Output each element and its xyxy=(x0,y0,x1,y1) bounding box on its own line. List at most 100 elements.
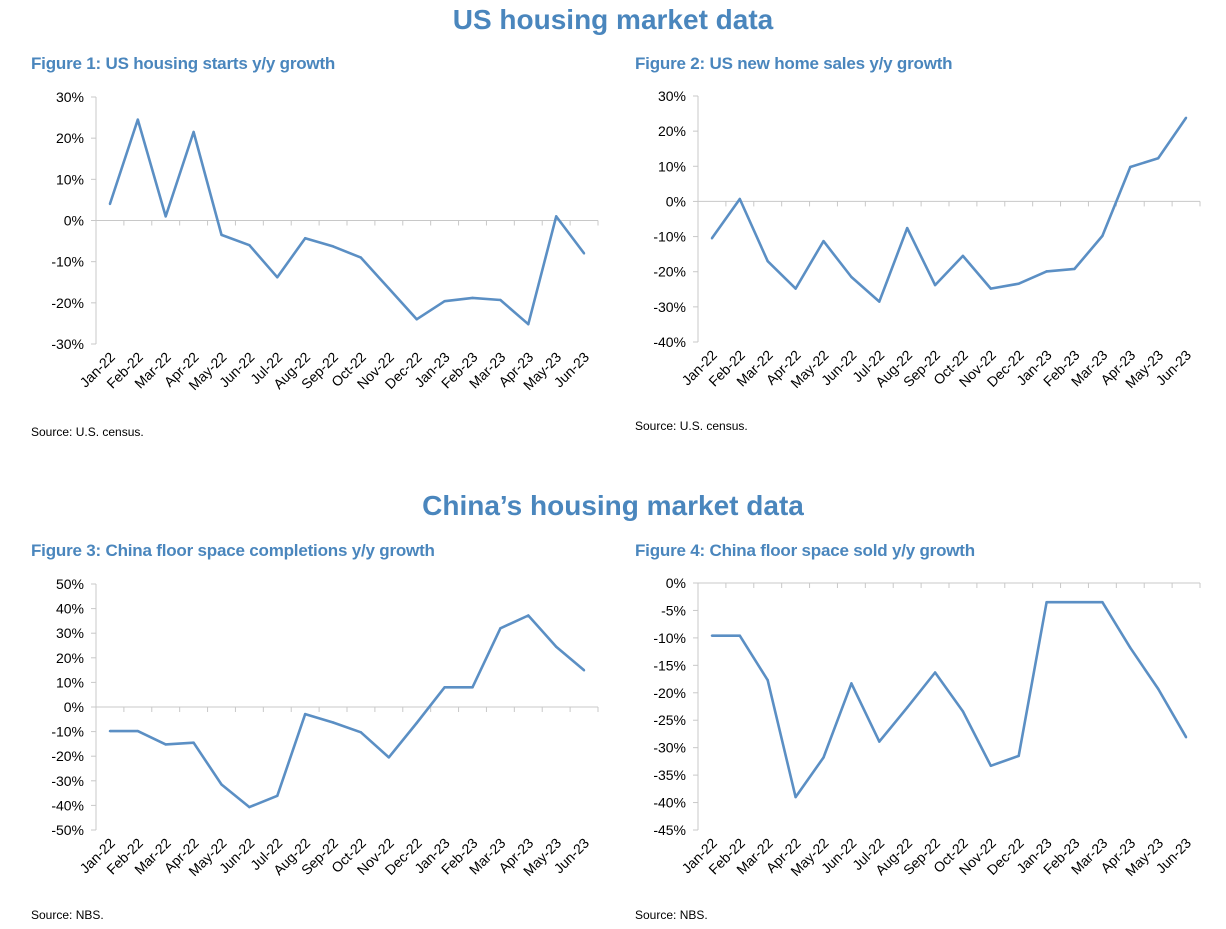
figure-2-source: Source: U.S. census. xyxy=(635,419,748,433)
fig4-y-tick-label: -45% xyxy=(653,822,686,838)
fig2-y-tick-label: 10% xyxy=(658,158,686,174)
fig3-series-line xyxy=(109,614,585,809)
fig1-y-tick-label: 0% xyxy=(64,213,84,229)
fig4-y-tick-label: -5% xyxy=(661,602,686,618)
fig1-y-tick-label: 10% xyxy=(56,171,84,187)
fig4-y-tick-label: 0% xyxy=(666,575,686,591)
fig2-data-point xyxy=(1073,267,1076,271)
fig2-data-point xyxy=(850,275,853,279)
fig4-y-tick-label: -10% xyxy=(653,630,686,646)
fig3-data-point xyxy=(471,686,474,689)
fig4-y-tick-label: -25% xyxy=(653,712,686,728)
fig4-y-tick-label: -40% xyxy=(653,795,686,811)
fig1-data-point xyxy=(136,118,140,121)
fig1-data-point xyxy=(303,237,307,240)
fig2-data-point xyxy=(878,300,881,303)
fig4-series-line xyxy=(711,600,1188,799)
fig3-y-tick-label: 0% xyxy=(64,699,84,715)
fig1-data-point xyxy=(164,215,167,218)
fig1-data-point xyxy=(220,233,223,237)
fig4-data-point xyxy=(961,710,965,713)
fig1-series-line xyxy=(108,118,586,326)
fig4-data-point xyxy=(766,678,769,682)
fig2-data-point xyxy=(822,239,825,243)
fig1-data-point xyxy=(108,202,112,206)
fig3-y-tick-label: -50% xyxy=(51,822,84,838)
fig1-data-point xyxy=(359,256,363,259)
fig1-data-point xyxy=(276,276,279,279)
fig2-data-point xyxy=(794,287,797,290)
fig3-y-tick-label: 30% xyxy=(56,625,84,641)
fig4-data-point xyxy=(738,634,742,637)
fig2-data-point xyxy=(905,226,909,230)
fig3-data-point xyxy=(108,729,112,733)
fig2-data-point xyxy=(1184,116,1188,119)
fig1-data-point xyxy=(415,318,418,321)
fig2-y-tick-label: 0% xyxy=(666,193,686,209)
fig1-data-point xyxy=(387,287,391,290)
fig4-data-point xyxy=(1156,687,1160,691)
fig2-data-point xyxy=(989,287,993,290)
fig3-data-point xyxy=(136,729,140,733)
fig3-data-point xyxy=(248,805,251,809)
fig2-data-point xyxy=(738,197,742,201)
fig2-y-tick-label: -40% xyxy=(653,334,686,350)
fig2-y-tick-label: 20% xyxy=(658,123,686,139)
fig3-y-tick-label: -40% xyxy=(51,797,84,813)
fig2-y-tick-label: -10% xyxy=(653,229,686,245)
figure-2-title: Figure 2: US new home sales y/y growth xyxy=(635,54,953,73)
fig3-y-tick-label: -30% xyxy=(51,773,84,789)
figure-1-title: Figure 1: US housing starts y/y growth xyxy=(31,54,336,73)
fig1-data-point xyxy=(471,296,474,300)
fig3-data-point xyxy=(192,741,195,744)
fig2-data-point xyxy=(1101,234,1104,238)
fig1-data-point xyxy=(554,215,558,218)
fig2-y-tick-label: -20% xyxy=(653,264,686,280)
fig4-data-point xyxy=(1184,736,1188,739)
fig3-data-point xyxy=(164,743,167,746)
fig3-data-point xyxy=(331,721,335,724)
fig2-data-point xyxy=(1156,157,1160,160)
fig1-y-tick-label: 30% xyxy=(56,89,84,105)
figure-1-source: Source: U.S. census. xyxy=(31,425,144,439)
fig2-data-point xyxy=(710,237,714,240)
fig3-data-point xyxy=(276,794,279,798)
fig2-data-point xyxy=(1045,270,1048,273)
fig1-data-point xyxy=(192,130,195,134)
us-section-title: US housing market data xyxy=(452,4,774,35)
fig4-data-point xyxy=(1017,754,1020,758)
fig2-series-line xyxy=(710,117,1188,303)
fig1-y-tick-label: -10% xyxy=(51,254,84,270)
fig3-y-tick-label: -20% xyxy=(51,748,84,764)
fig4-data-point xyxy=(878,740,881,743)
figure-4-source: Source: NBS. xyxy=(635,908,708,922)
fig4-data-point xyxy=(905,706,909,709)
fig1-data-point xyxy=(527,323,530,326)
fig3-y-tick-label: 50% xyxy=(56,576,84,592)
fig3-y-tick-label: 40% xyxy=(56,601,84,617)
fig2-data-point xyxy=(933,283,937,287)
fig4-y-tick-label: -35% xyxy=(653,767,686,783)
fig1-data-point xyxy=(499,298,502,302)
fig2-data-point xyxy=(1129,165,1132,169)
fig3-data-point xyxy=(387,756,391,759)
fig1-data-point xyxy=(331,245,335,248)
fig3-data-point xyxy=(415,721,418,725)
fig4-data-point xyxy=(1073,601,1076,604)
fig2-y-tick-label: -30% xyxy=(653,299,686,315)
figure-3-source: Source: NBS. xyxy=(31,908,104,922)
fig1-y-tick-label: 20% xyxy=(56,130,84,146)
fig3-data-point xyxy=(582,669,586,672)
fig4-y-tick-label: -15% xyxy=(653,657,686,673)
fig1-y-tick-label: -20% xyxy=(51,295,84,311)
fig4-data-point xyxy=(1101,601,1104,604)
fig4-data-point xyxy=(933,671,937,674)
fig2-y-tick-label: 30% xyxy=(658,88,686,104)
china-section-title: China’s housing market data xyxy=(422,490,804,521)
fig3-y-tick-label: -10% xyxy=(51,724,84,740)
fig4-y-tick-label: -20% xyxy=(653,685,686,701)
fig4-data-point xyxy=(794,795,797,799)
